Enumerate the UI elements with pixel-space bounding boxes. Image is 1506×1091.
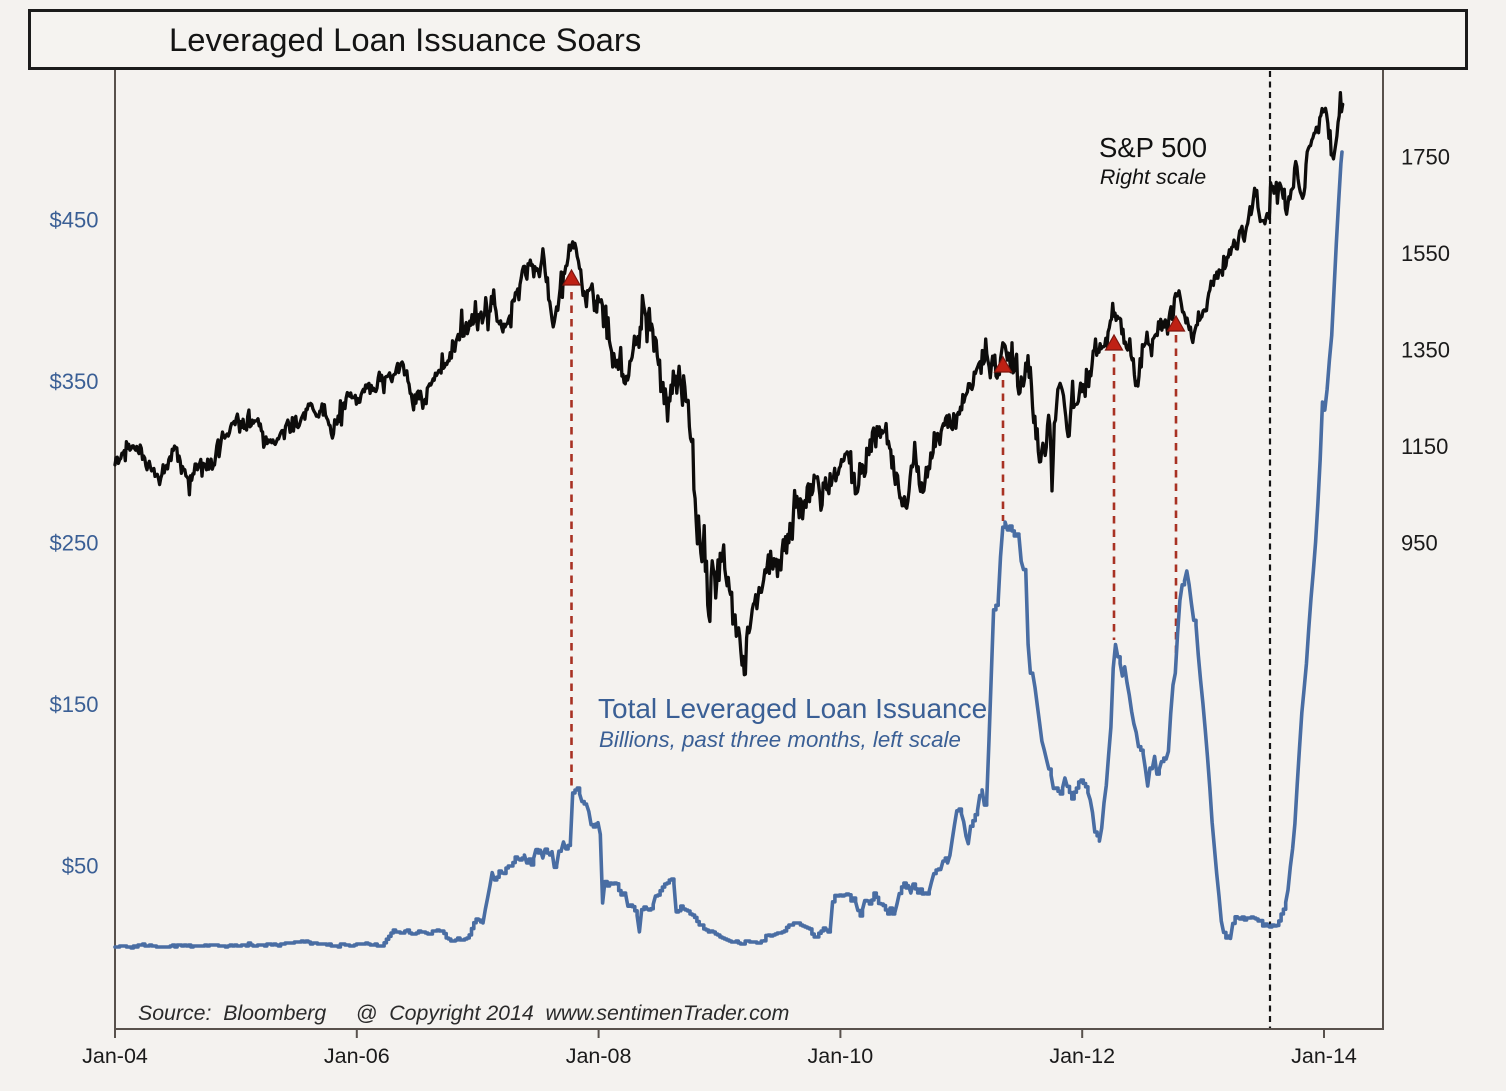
- svg-text:$350: $350: [50, 369, 99, 394]
- svg-text:Jan-14: Jan-14: [1291, 1044, 1357, 1068]
- svg-text:$50: $50: [62, 854, 99, 879]
- svg-text:$250: $250: [50, 531, 99, 556]
- svg-text:$450: $450: [50, 208, 99, 233]
- svg-text:Total Leveraged Loan Issuance: Total Leveraged Loan Issuance: [598, 693, 987, 724]
- svg-text:Jan-12: Jan-12: [1049, 1044, 1115, 1068]
- svg-text:Leveraged Loan Issuance Soars: Leveraged Loan Issuance Soars: [169, 21, 641, 58]
- svg-text:S&P 500: S&P 500: [1099, 132, 1207, 163]
- svg-text:$150: $150: [50, 692, 99, 717]
- svg-text:1350: 1350: [1401, 338, 1450, 363]
- svg-text:Billions, past three months, l: Billions, past three months, left scale: [599, 727, 961, 752]
- svg-text:Source: Bloomberg @ Copy: Source: Bloomberg @ Copyright 2014 www.s…: [138, 1001, 789, 1025]
- svg-text:1750: 1750: [1401, 145, 1450, 170]
- svg-text:Right scale: Right scale: [1100, 165, 1206, 189]
- svg-text:Jan-06: Jan-06: [324, 1044, 390, 1068]
- svg-text:950: 950: [1401, 531, 1438, 556]
- svg-text:Jan-10: Jan-10: [808, 1044, 874, 1068]
- svg-text:Jan-04: Jan-04: [82, 1044, 148, 1068]
- svg-text:1150: 1150: [1401, 434, 1448, 459]
- svg-text:Jan-08: Jan-08: [566, 1044, 632, 1068]
- svg-text:1550: 1550: [1401, 241, 1450, 266]
